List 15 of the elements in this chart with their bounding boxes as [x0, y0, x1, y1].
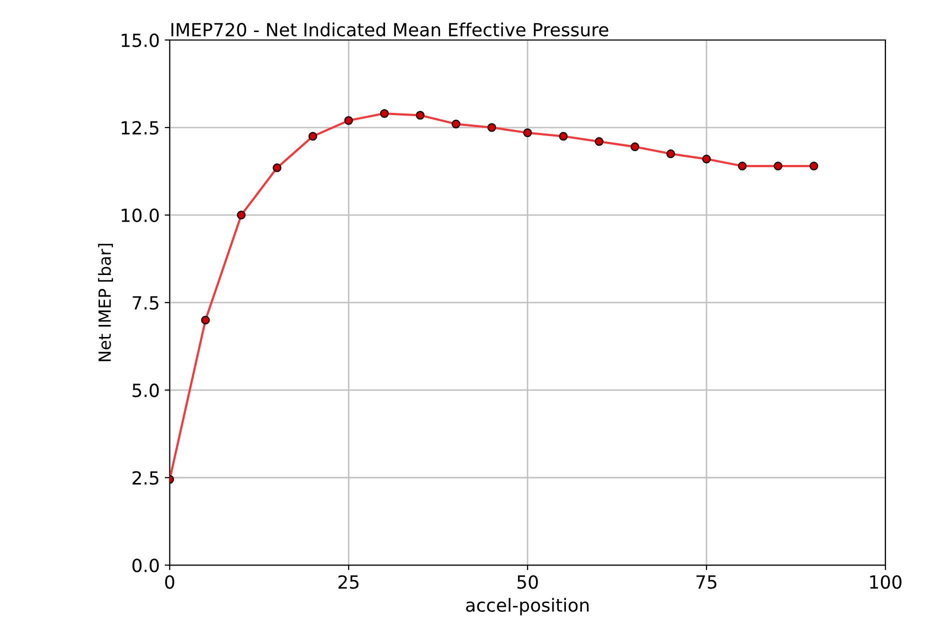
- y-tick-label: 0.0: [132, 558, 159, 572]
- x-tick-label: 0: [165, 575, 174, 589]
- y-tick-label: 10.0: [122, 208, 159, 222]
- x-axis-title: accel-position: [466, 598, 589, 616]
- y-tick-label: 7.5: [132, 296, 158, 310]
- y-tick-label: 5.0: [132, 384, 159, 398]
- x-tick-label: 100: [870, 575, 902, 589]
- x-tick-label: 75: [696, 575, 716, 589]
- y-tick-label: 2.5: [132, 471, 158, 485]
- y-tick-label: 12.5: [122, 120, 158, 135]
- chart-title: IMEP720 - Net Indicated Mean Effective Pressure: [171, 22, 608, 37]
- x-tick-label: 25: [338, 575, 359, 589]
- x-tick-label: 50: [517, 575, 538, 589]
- y-tick-label: 15.0: [122, 33, 159, 48]
- y-axis-title: Net IMEP [bar]: [98, 244, 113, 362]
